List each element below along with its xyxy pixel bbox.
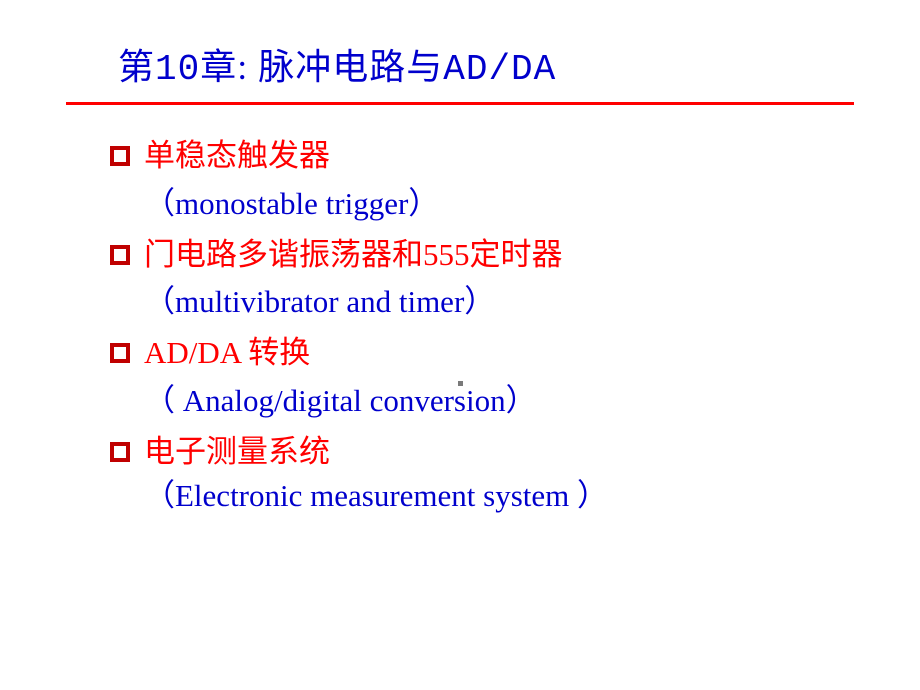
item-main-part: 555 (423, 237, 470, 272)
square-bullet-icon (110, 442, 130, 462)
item-main-part: 门电路多谐振荡器和 (144, 237, 423, 272)
item-main-text: AD/DA 转换 (144, 330, 310, 377)
slide-title: 第10章: 脉冲电路与AD/DA (118, 38, 920, 90)
title-num: 10 (155, 49, 200, 90)
list-item: AD/DA 转换 （ Analog/digital conversion） (110, 330, 920, 425)
list-item: 单稳态触发器 （monostable trigger） (110, 133, 920, 228)
item-main-row: AD/DA 转换 (110, 330, 920, 377)
title-mid: 章: 脉冲电路与 (200, 47, 443, 87)
item-main-row: 电子测量系统 (110, 429, 920, 476)
item-main-text: 单稳态触发器 (144, 133, 330, 180)
square-bullet-icon (110, 343, 130, 363)
page-marker-icon (458, 381, 463, 386)
item-sub-text: （monostable trigger） (144, 180, 920, 228)
item-sub-text: （multivibrator and timer） (144, 278, 920, 326)
item-main-part: AD/DA (144, 335, 248, 370)
item-main-part: 定时器 (470, 237, 563, 272)
square-bullet-icon (110, 146, 130, 166)
item-sub-text: （Electronic measurement system ） (144, 477, 920, 516)
item-sub-text: （ Analog/digital conversion） (144, 377, 920, 425)
item-main-text: 门电路多谐振荡器和555定时器 (144, 232, 563, 279)
title-underline (66, 102, 854, 105)
content-list: 单稳态触发器 （monostable trigger） 门电路多谐振荡器和555… (110, 133, 920, 516)
item-main-row: 门电路多谐振荡器和555定时器 (110, 232, 920, 279)
item-main-text: 电子测量系统 (144, 429, 330, 476)
square-bullet-icon (110, 245, 130, 265)
list-item: 门电路多谐振荡器和555定时器 （multivibrator and timer… (110, 232, 920, 327)
item-main-part: 转换 (248, 335, 310, 370)
title-prefix: 第 (118, 47, 155, 87)
title-suffix: AD/DA (443, 49, 556, 90)
item-main-row: 单稳态触发器 (110, 133, 920, 180)
slide: 第10章: 脉冲电路与AD/DA 单稳态触发器 （monostable trig… (0, 0, 920, 690)
list-item: 电子测量系统 （Electronic measurement system ） (110, 429, 920, 516)
